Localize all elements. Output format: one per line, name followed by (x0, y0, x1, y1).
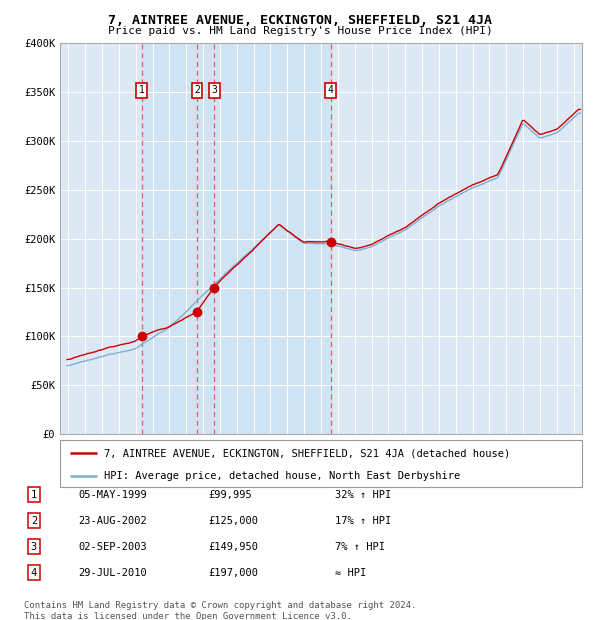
Text: £149,950: £149,950 (208, 542, 258, 552)
Text: HPI: Average price, detached house, North East Derbyshire: HPI: Average price, detached house, Nort… (104, 471, 461, 482)
Text: £197,000: £197,000 (208, 568, 258, 578)
Text: 32% ↑ HPI: 32% ↑ HPI (335, 490, 391, 500)
Text: £125,000: £125,000 (208, 516, 258, 526)
Text: 23-AUG-2002: 23-AUG-2002 (78, 516, 147, 526)
Text: 7, AINTREE AVENUE, ECKINGTON, SHEFFIELD, S21 4JA (detached house): 7, AINTREE AVENUE, ECKINGTON, SHEFFIELD,… (104, 448, 511, 458)
Text: 4: 4 (31, 568, 37, 578)
Text: 17% ↑ HPI: 17% ↑ HPI (335, 516, 391, 526)
Bar (142, 43, 331, 434)
Text: 7% ↑ HPI: 7% ↑ HPI (335, 542, 385, 552)
Text: 29-JUL-2010: 29-JUL-2010 (78, 568, 147, 578)
Text: 2: 2 (194, 86, 200, 95)
FancyBboxPatch shape (60, 440, 582, 487)
Text: 7, AINTREE AVENUE, ECKINGTON, SHEFFIELD, S21 4JA: 7, AINTREE AVENUE, ECKINGTON, SHEFFIELD,… (108, 14, 492, 27)
Text: 3: 3 (31, 542, 37, 552)
Text: 2: 2 (31, 516, 37, 526)
Text: 4: 4 (328, 86, 334, 95)
Text: 1: 1 (31, 490, 37, 500)
Text: £99,995: £99,995 (208, 490, 251, 500)
Text: 3: 3 (211, 86, 217, 95)
Text: 02-SEP-2003: 02-SEP-2003 (78, 542, 147, 552)
Text: Price paid vs. HM Land Registry's House Price Index (HPI): Price paid vs. HM Land Registry's House … (107, 26, 493, 36)
Text: 1: 1 (139, 86, 145, 95)
Text: Contains HM Land Registry data © Crown copyright and database right 2024.
This d: Contains HM Land Registry data © Crown c… (23, 601, 416, 620)
Text: ≈ HPI: ≈ HPI (335, 568, 366, 578)
Text: 05-MAY-1999: 05-MAY-1999 (78, 490, 147, 500)
